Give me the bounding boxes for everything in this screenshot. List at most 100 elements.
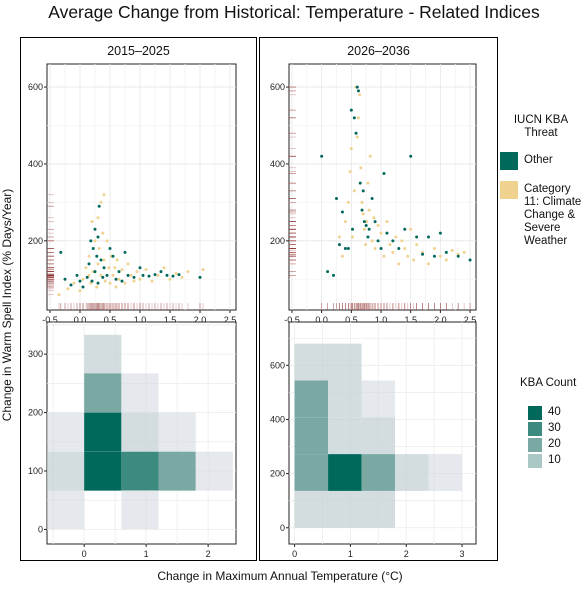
heatmap-cell: [361, 380, 396, 418]
other-point: [340, 210, 344, 214]
x-tick-label: 1: [348, 549, 353, 559]
category-11-point: [450, 248, 454, 252]
facet-panel-2026-2036: 2026–2036 -0.5 0.0 0.5 1.0 1.5 2.0 2.5 200 400 60…: [259, 37, 498, 561]
category-11-point: [340, 254, 344, 258]
category-11-point: [388, 243, 392, 247]
heatmap-cell: [121, 490, 159, 530]
category-11-point: [120, 268, 124, 272]
other-point: [370, 197, 374, 201]
other-point: [101, 275, 105, 279]
category-11-point: [337, 235, 341, 239]
other-point: [141, 273, 145, 277]
category-11-point: [362, 227, 366, 231]
other-point: [95, 254, 99, 258]
x-axis-label: Change in Maximum Annual Temperature (°C…: [157, 569, 403, 583]
category-11-point: [368, 154, 372, 158]
category-11-point: [57, 293, 61, 297]
category-11-point: [138, 277, 142, 281]
heatmap-cell: [121, 373, 159, 413]
other-point: [85, 275, 89, 279]
other-point: [165, 273, 169, 277]
heatmap-cell: [84, 451, 122, 491]
heatmap-cell: [294, 380, 329, 418]
category-11-point: [365, 220, 369, 224]
count-swatch: [528, 454, 542, 468]
category-11-point: [372, 216, 376, 220]
legend-swatch: [500, 152, 518, 170]
count-swatch: [528, 438, 542, 452]
other-point: [385, 231, 389, 235]
category-11-point: [107, 266, 111, 270]
x-tick-label: 1.5: [164, 315, 177, 325]
count-label: 10: [548, 454, 561, 466]
other-point: [444, 250, 448, 254]
category-11-point: [135, 270, 139, 274]
other-point: [332, 273, 336, 277]
y-tick-label: 400: [28, 159, 43, 169]
heatmap-cell: [361, 454, 396, 491]
legend-title: IUCN KBA Threat: [513, 114, 569, 139]
facet-label: 2015–2025: [107, 44, 170, 58]
other-point: [126, 273, 130, 277]
other-point: [366, 235, 370, 239]
other-point: [391, 239, 395, 243]
y-tick-label: 600: [270, 360, 285, 370]
x-tick-label: 0: [82, 549, 87, 559]
category-11-point: [406, 254, 410, 258]
heatmap-cell: [361, 490, 396, 528]
x-tick-label: 0.0: [74, 315, 87, 325]
other-point: [438, 231, 442, 235]
facet-panel-2015-2025: 2015–2025 -0.5 0.0 0.5 1.0 1.5 2.0 2.5 200 400 60…: [20, 37, 257, 561]
other-point: [96, 281, 100, 285]
category-11-point: [360, 200, 364, 204]
category-11-point: [123, 281, 127, 285]
y-tick-label: 400: [270, 414, 285, 424]
x-tick-label: 1.0: [375, 315, 388, 325]
category-11-point: [186, 270, 190, 274]
other-point: [373, 220, 377, 224]
category-11-point: [346, 200, 350, 204]
count-label: 20: [548, 438, 561, 450]
category-11-point: [90, 220, 94, 224]
category-11-point: [150, 279, 154, 283]
category-11-point: [379, 231, 383, 235]
other-point: [361, 189, 365, 193]
heatmap-cell: [294, 343, 329, 381]
other-point: [198, 275, 202, 279]
other-point: [421, 252, 425, 256]
y-tick-label: 400: [270, 159, 285, 169]
scatter-plot-2015-2025: -0.5 0.0 0.5 1.0 1.5 2.0 2.5 200 400 600 0 1 2 0 100 20…: [28, 63, 237, 559]
heatmap-cell: [84, 334, 122, 374]
x-tick-label: 2.0: [434, 315, 447, 325]
other-point: [138, 266, 142, 270]
category-11-point: [108, 281, 112, 285]
category-11-point: [95, 285, 99, 289]
category-11-point: [115, 258, 119, 262]
category-11-point: [343, 220, 347, 224]
other-point: [409, 154, 413, 158]
other-point: [346, 247, 350, 250]
y-tick-label: 100: [28, 466, 43, 476]
other-point: [351, 227, 355, 231]
category-11-point: [361, 212, 365, 216]
category-11-point: [382, 254, 386, 258]
other-point: [326, 270, 330, 274]
x-tick-label: 1: [144, 549, 149, 559]
count-swatch: [528, 406, 542, 420]
heatmap-cell: [84, 373, 122, 413]
heatmap-cell: [294, 490, 329, 528]
category-11-point: [126, 262, 130, 266]
category-11-point: [355, 135, 359, 139]
other-point: [147, 274, 151, 278]
category-11-point: [114, 285, 118, 289]
other-point: [320, 154, 324, 158]
other-point: [334, 197, 338, 201]
other-point: [75, 273, 79, 277]
heatmap-cell: [84, 412, 122, 452]
heatmap-cell: [47, 451, 85, 491]
category-11-point: [349, 147, 353, 151]
category-11-point: [359, 166, 363, 170]
count-legend-title: KBA Count: [520, 377, 577, 389]
category-11-point: [373, 247, 377, 250]
y-tick-label: 200: [28, 236, 43, 246]
